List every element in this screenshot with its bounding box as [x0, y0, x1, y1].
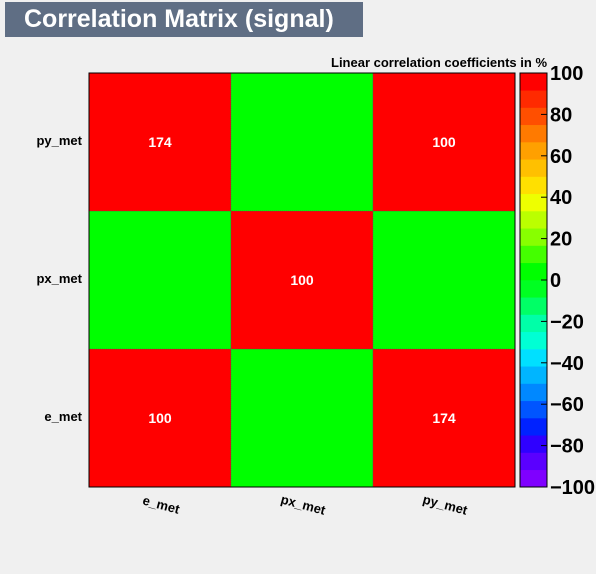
colorbar-tick-labels: −100 −80 −60 −40 −20 0 20 40 60 80 100	[541, 63, 595, 499]
colorbar-tick-label: 0	[550, 270, 561, 292]
colorbar-tick-label: −20	[550, 311, 584, 333]
heatmap-cell	[372, 210, 516, 350]
colorbar-segment	[520, 159, 547, 177]
colorbar-tick-label: −40	[550, 353, 584, 375]
heatmap-cell	[88, 210, 232, 350]
chart-subtitle: Linear correlation coefficients in %	[331, 55, 547, 70]
heatmap-cell	[230, 72, 374, 212]
colorbar-segment	[520, 245, 547, 264]
colorbar-segment	[520, 124, 547, 143]
colorbar-segment	[520, 193, 547, 212]
colorbar-tick-label: 40	[550, 187, 572, 209]
colorbar-segment	[520, 331, 547, 350]
colorbar-segment	[520, 73, 547, 91]
colorbar-segment	[520, 366, 547, 384]
heatmap-cell	[372, 348, 516, 488]
colorbar-segment	[520, 228, 547, 246]
cell-value-label: 100	[148, 410, 172, 426]
colorbar-segment	[520, 142, 547, 160]
x-tick-label: e_met	[141, 493, 182, 517]
cell-value-label: 100	[432, 134, 456, 150]
colorbar-segment	[520, 211, 547, 229]
heatmap-cell	[230, 210, 374, 350]
colorbar-segment	[520, 418, 547, 436]
colorbar-tick-label: 100	[550, 63, 583, 85]
colorbar-segment	[520, 469, 547, 488]
colorbar-segment	[520, 383, 547, 402]
colorbar-tick-label: −60	[550, 394, 584, 416]
colorbar-segment	[520, 400, 547, 419]
colorbar	[519, 72, 548, 488]
y-tick-label: py_met	[36, 133, 82, 148]
colorbar-segment	[520, 452, 547, 471]
colorbar-tick-label: 60	[550, 146, 572, 168]
heatmap-cell	[88, 348, 232, 488]
colorbar-segment	[520, 349, 547, 367]
colorbar-tick-label: 80	[550, 104, 572, 126]
cell-value-label: 100	[290, 272, 314, 288]
heatmap-cell	[372, 72, 516, 212]
colorbar-segment	[520, 176, 547, 195]
chart-title: Correlation Matrix (signal)	[5, 2, 363, 37]
heatmap-cell-labels: 100 174 100 174 100	[148, 134, 456, 426]
colorbar-segment	[520, 297, 547, 315]
y-axis-tick-labels: e_met px_met py_met	[36, 133, 82, 424]
y-tick-label: px_met	[36, 271, 82, 286]
x-tick-label: px_met	[279, 492, 327, 518]
heatmap-cells	[88, 72, 516, 488]
colorbar-segment	[520, 262, 547, 281]
cell-value-label: 174	[148, 134, 172, 150]
plot-frame	[88, 72, 516, 488]
colorbar-segment	[520, 90, 547, 108]
heatmap-cell	[230, 348, 374, 488]
heatmap-cell	[88, 72, 232, 212]
colorbar-segment	[520, 280, 547, 298]
y-tick-label: e_met	[44, 409, 82, 424]
colorbar-segment	[520, 314, 547, 333]
colorbar-tick-label: 20	[550, 229, 572, 251]
x-tick-label: py_met	[421, 492, 469, 518]
colorbar-segment	[520, 435, 547, 453]
x-axis-tick-labels: e_met px_met py_met	[141, 492, 470, 518]
colorbar-tick-label: −80	[550, 436, 584, 458]
colorbar-tick-label: −100	[550, 477, 595, 499]
cell-value-label: 174	[432, 410, 456, 426]
colorbar-segment	[520, 107, 547, 126]
